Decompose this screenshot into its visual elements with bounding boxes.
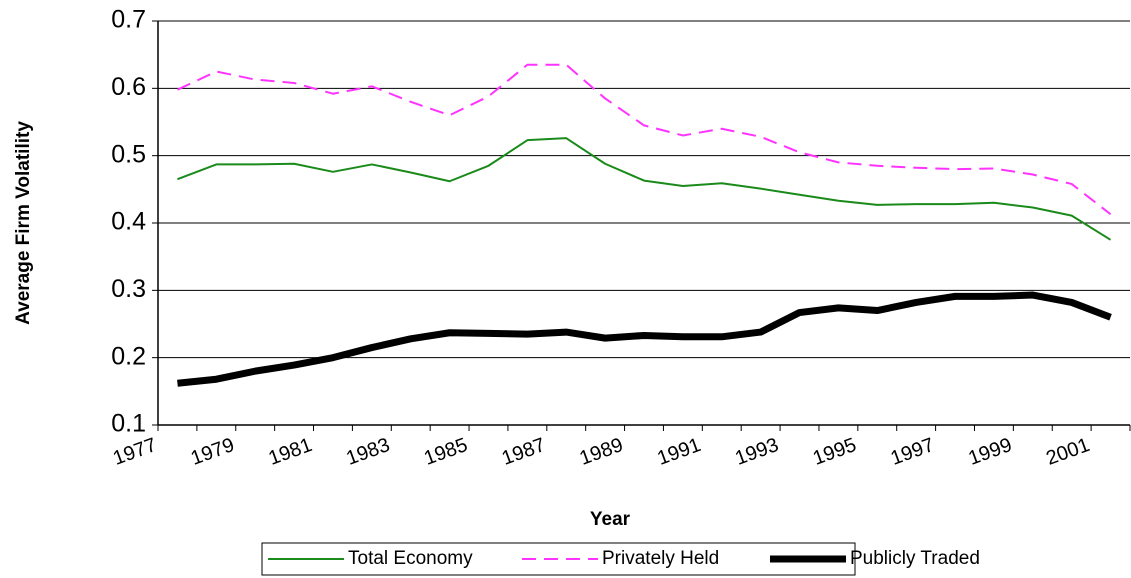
series-line <box>177 137 1112 241</box>
y-axis-label: Average Firm Volatility <box>13 121 34 325</box>
y-tick-label: 0.2 <box>111 342 146 370</box>
x-tick-label: 1983 <box>343 434 392 470</box>
y-tick-label: 0.7 <box>111 6 146 34</box>
x-tick-label: 1991 <box>654 434 703 470</box>
x-tick-label: 1977 <box>110 434 159 470</box>
y-tick-label: 0.6 <box>111 73 146 101</box>
y-tick-label: 0.1 <box>111 410 146 438</box>
y-tick-label: 0.4 <box>111 208 146 236</box>
x-tick-label: 1997 <box>888 434 937 470</box>
y-tick-label: 0.3 <box>111 275 146 303</box>
x-tick-label: 1995 <box>810 434 859 470</box>
x-tick-label: 1985 <box>421 434 470 470</box>
x-tick-label: 1979 <box>188 434 237 470</box>
legend-box <box>261 542 856 576</box>
x-tick-label: 2001 <box>1043 434 1092 470</box>
legend-label: Privately Held <box>602 548 719 569</box>
x-tick-label: 1989 <box>577 434 626 470</box>
x-tick-label: 1987 <box>499 434 548 470</box>
x-tick-label: 1981 <box>266 434 315 470</box>
legend-label: Total Economy <box>348 548 473 569</box>
x-tick-label: 1999 <box>966 434 1015 470</box>
series-line <box>177 291 1112 387</box>
y-tick-label: 0.5 <box>111 140 146 168</box>
legend-label: Publicly Traded <box>850 548 980 569</box>
series-line <box>177 63 1112 216</box>
x-tick-label: 1993 <box>732 434 781 470</box>
x-axis-label: Year <box>590 509 631 530</box>
